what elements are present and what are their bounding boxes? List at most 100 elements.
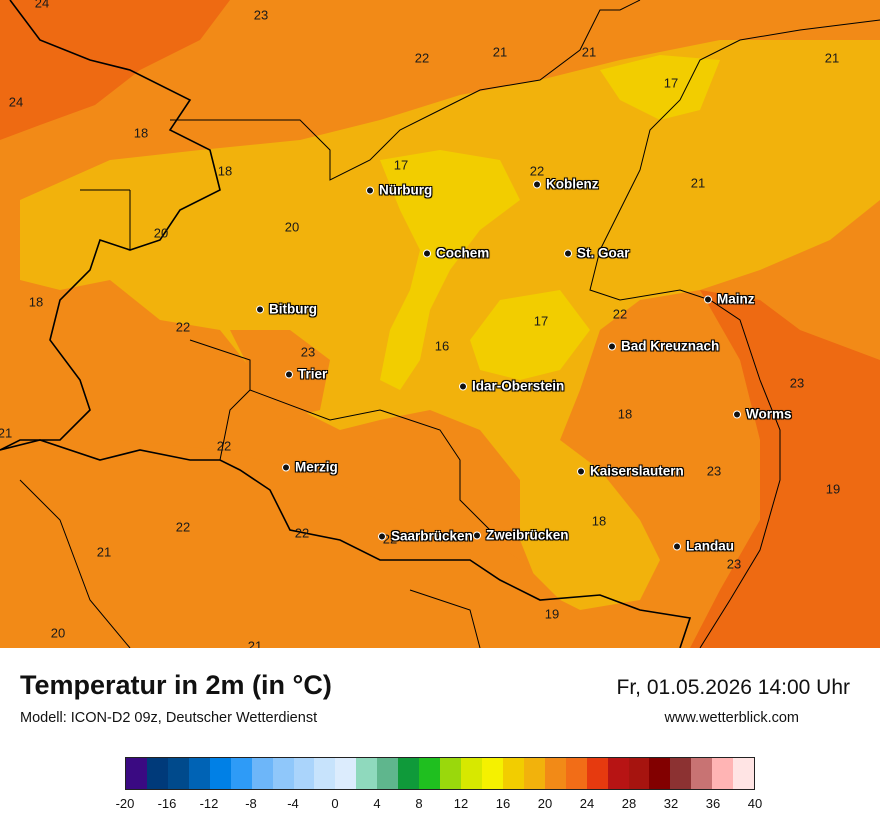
city-dot-icon <box>423 249 431 257</box>
city-marker: Koblenz <box>533 177 599 192</box>
temperature-label: 22 <box>175 519 191 535</box>
city-marker: Merzig <box>282 460 338 475</box>
temperature-label: 17 <box>533 313 549 329</box>
legend-tick-label: -4 <box>287 796 299 811</box>
country-borders <box>0 0 692 648</box>
temperature-label: 23 <box>253 7 269 23</box>
legend-swatch <box>586 758 608 789</box>
city-dot-icon <box>733 410 741 418</box>
temperature-label: 21 <box>824 50 840 66</box>
legend-ticks: -20 -16 -12 -8 -4 0 4 8 12 16 20 24 28 32 36 40 <box>116 796 763 816</box>
legend-swatch <box>461 758 482 789</box>
map-title: Temperatur in 2m (in °C) <box>20 670 332 700</box>
temperature-label: 20 <box>284 219 300 235</box>
legend-tick-label: 20 <box>537 796 553 811</box>
map-canvas <box>0 0 880 648</box>
legend-swatch <box>293 758 315 789</box>
legend-tick-label: 24 <box>579 796 595 811</box>
legend-swatch <box>670 758 692 789</box>
temperature-label: 22 <box>612 306 628 322</box>
city-marker: Mainz <box>704 292 755 307</box>
legend-tick-label: 32 <box>663 796 679 811</box>
website-link[interactable]: www.wetterblick.com <box>664 710 799 726</box>
legend-swatch <box>607 758 629 789</box>
temperature-label: 22 <box>382 531 398 547</box>
temperature-label: 18 <box>217 163 233 179</box>
legend-tick-label: 12 <box>453 796 469 811</box>
city-dot-icon <box>704 295 712 303</box>
legend-swatch <box>272 758 294 789</box>
legend-swatch <box>523 758 545 789</box>
city-dot-icon <box>285 370 293 378</box>
temperature-label: 21 <box>581 44 597 60</box>
forecast-datetime: Fr, 01.05.2026 14:00 Uhr <box>616 676 851 699</box>
city-name: Landau <box>686 538 735 554</box>
temperature-label: 23 <box>789 375 805 391</box>
temp-field-16-18-hunsrueck <box>380 150 520 390</box>
city-name: Bitburg <box>269 301 317 317</box>
city-marker: Zweibrücken <box>473 528 569 543</box>
city-name: Saarbrücken <box>391 528 473 544</box>
city-name: Zweibrücken <box>486 527 569 543</box>
legend-swatch <box>335 758 357 789</box>
legend-swatch <box>356 758 378 789</box>
state-borders <box>19 0 880 648</box>
temperature-label: 22 <box>294 525 310 541</box>
legend-swatch <box>209 758 231 789</box>
temperature-label: 20 <box>153 225 169 241</box>
legend-swatch <box>146 758 168 789</box>
city-dot-icon <box>366 186 374 194</box>
city-marker: Worms <box>733 407 792 422</box>
color-legend <box>125 757 755 790</box>
city-name: Merzig <box>295 459 338 475</box>
city-marker: Bad Kreuznach <box>608 339 719 354</box>
temperature-label: 16 <box>434 338 450 354</box>
legend-swatch <box>398 758 420 789</box>
temp-field-18-20 <box>20 40 880 610</box>
city-name: Idar-Oberstein <box>472 378 565 394</box>
city-marker: Landau <box>673 539 734 554</box>
city-marker: Bitburg <box>256 302 317 317</box>
city-dot-icon <box>459 382 467 390</box>
temp-field-16-18-central <box>470 290 590 380</box>
legend-swatch <box>712 758 734 789</box>
legend-swatch <box>502 758 524 789</box>
temperature-label: 21 <box>0 425 13 441</box>
temperature-label: 17 <box>393 157 409 173</box>
city-dot-icon <box>673 542 681 550</box>
city-name: Bad Kreuznach <box>621 338 720 354</box>
city-dot-icon <box>608 342 616 350</box>
temperature-label: 21 <box>96 544 112 560</box>
legend-swatch <box>314 758 336 789</box>
city-name: Trier <box>298 366 328 382</box>
legend-swatch <box>251 758 273 789</box>
city-marker: St. Goar <box>564 246 630 261</box>
legend-tick-label: 4 <box>373 796 381 811</box>
temperature-label: 17 <box>663 75 679 91</box>
temperature-label: 18 <box>133 125 149 141</box>
temperature-label: 22 <box>216 438 232 454</box>
legend-swatch <box>230 758 252 789</box>
city-name: Koblenz <box>546 176 599 192</box>
city-name: Mainz <box>717 291 755 307</box>
model-info: Modell: ICON-D2 09z, Deutscher Wetterdie… <box>20 710 318 726</box>
legend-swatch <box>440 758 461 789</box>
city-marker: Nürburg <box>366 183 432 198</box>
legend-swatch <box>188 758 210 789</box>
temperature-label: 22 <box>529 163 545 179</box>
legend-swatch <box>565 758 587 789</box>
city-dot-icon <box>256 305 264 313</box>
legend-swatch <box>419 758 441 789</box>
temperature-label: 24 <box>34 0 50 11</box>
temperature-label: 18 <box>617 406 633 422</box>
temperature-label: 18 <box>591 513 607 529</box>
legend-tick-label: -16 <box>157 796 177 811</box>
temperature-label: 23 <box>726 556 742 572</box>
city-name: Worms <box>746 406 792 422</box>
temperature-label: 18 <box>28 294 44 310</box>
temperature-label: 21 <box>247 638 263 649</box>
city-marker: Idar-Oberstein <box>459 379 564 394</box>
city-marker: Saarbrücken <box>378 529 473 544</box>
city-marker: Cochem <box>423 246 489 261</box>
legend-swatch <box>126 758 147 789</box>
